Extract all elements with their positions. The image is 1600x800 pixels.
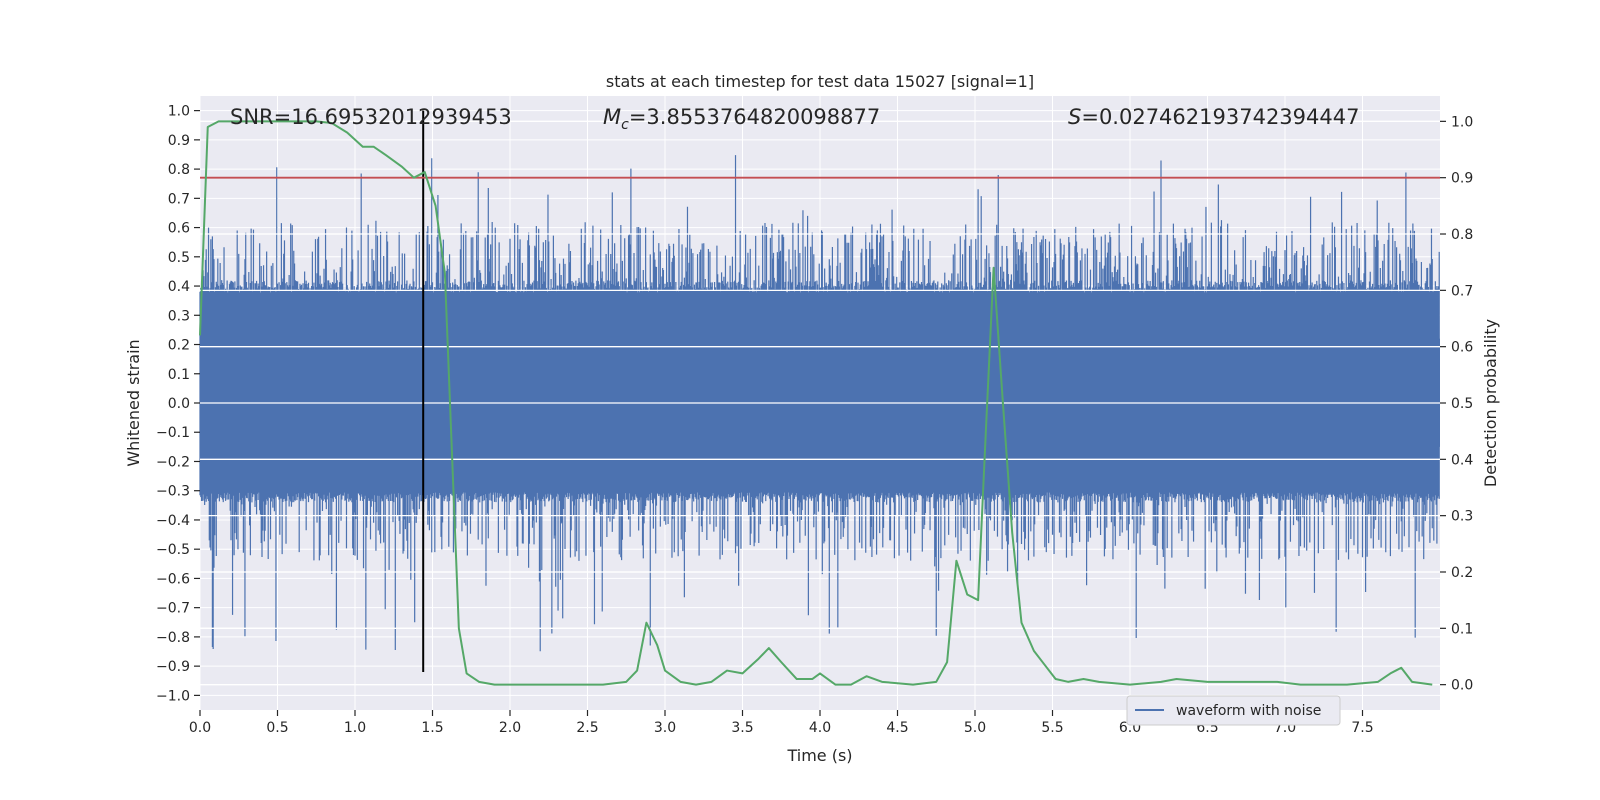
- legend-box: [1126, 695, 1341, 726]
- x-tick-label: 1.0: [344, 720, 366, 736]
- x-tick-label: 5.0: [964, 720, 986, 736]
- x-tick-label: 4.5: [886, 720, 908, 736]
- y-left-tick-label: 0.3: [168, 308, 190, 324]
- y-right-tick-label: 0.5: [1451, 396, 1473, 412]
- overlay-lines: [199, 110, 1440, 686]
- x-tick-label: 5.5: [1041, 720, 1063, 736]
- s-value: =0.027462193742394447: [1081, 105, 1359, 129]
- x-tick-label: 0.0: [189, 720, 211, 736]
- y-right-tick-label: 0.8: [1451, 227, 1473, 243]
- y-left-tick-label: 0.9: [168, 133, 190, 149]
- x-tick-label: 2.5: [576, 720, 598, 736]
- y-right-tick-label: 0.7: [1451, 283, 1473, 299]
- y-right-tick-label: 0.9: [1451, 171, 1473, 187]
- y-axis-left-label: Whitened strain: [124, 339, 143, 466]
- y-right-tick-label: 0.6: [1451, 340, 1473, 356]
- x-axis-label: Time (s): [786, 746, 852, 765]
- y-left-tick-label: −0.9: [156, 659, 190, 675]
- y-left-tick-label: 0.7: [168, 191, 190, 207]
- x-tick-label: 2.0: [499, 720, 521, 736]
- y-right-tick-label: 0.0: [1451, 678, 1473, 694]
- chirp-mass-symbol: M: [603, 105, 621, 129]
- waveform-series: [199, 155, 1440, 652]
- s-symbol: S: [1068, 105, 1081, 129]
- y-right-tick-label: 0.3: [1451, 509, 1473, 525]
- y-left-tick-label: −0.7: [156, 601, 190, 617]
- chirp-mass-annotation: Mc=3.8553764820098877: [603, 105, 880, 133]
- y-left-tick-label: 0.0: [168, 396, 190, 412]
- y-left-tick-label: −1.0: [156, 688, 190, 704]
- legend-label-waveform: waveform with noise: [1176, 703, 1321, 719]
- y-left-tick-label: −0.5: [156, 542, 190, 558]
- x-tick-label: 1.5: [421, 720, 443, 736]
- chirp-mass-value: =3.8553764820098877: [629, 105, 880, 129]
- chart-title: stats at each timestep for test data 150…: [606, 72, 1034, 91]
- snr-annotation: SNR=16.69532012939453: [230, 105, 512, 129]
- s-annotation: S=0.027462193742394447: [1068, 105, 1359, 129]
- y-right-tick-label: 0.4: [1451, 452, 1473, 468]
- x-tick-label: 4.0: [809, 720, 831, 736]
- y-left-tick-label: −0.8: [156, 630, 190, 646]
- axes: 0.0 0.5 1.0 1.5 2.0 2.5 3.0 3.5 4.0 4.5 5.0 5.5 6.0 6…: [156, 104, 1473, 736]
- y-left-tick-label: −0.2: [156, 454, 190, 470]
- chirp-mass-subscript: c: [621, 117, 629, 133]
- y-left-tick-label: 0.2: [168, 338, 190, 354]
- y-right-tick-label: 0.2: [1451, 565, 1473, 581]
- y-left-tick-label: −0.1: [156, 425, 190, 441]
- y-left-tick-label: 0.8: [168, 162, 190, 178]
- legend: waveform with noise: [1126, 695, 1341, 726]
- x-tick-label: 7.5: [1351, 720, 1373, 736]
- y-left-tick-label: −0.3: [156, 484, 190, 500]
- y-axis-right-label: Detection probability: [1481, 319, 1500, 487]
- y-left-tick-label: 0.1: [168, 367, 190, 383]
- waveform-core: [200, 338, 1440, 447]
- y-left-tick-label: 1.0: [168, 104, 190, 120]
- y-left-tick-label: 0.4: [168, 279, 190, 295]
- detection-probability-line: [199, 120, 1433, 686]
- x-tick-label: 3.0: [654, 720, 676, 736]
- y-left-tick-label: 0.5: [168, 250, 190, 266]
- x-tick-label: 3.5: [731, 720, 753, 736]
- y-left-tick-label: −0.4: [156, 513, 190, 529]
- y-left-tick-label: 0.6: [168, 221, 190, 237]
- y-right-tick-label: 1.0: [1451, 114, 1473, 130]
- x-tick-label: 0.5: [266, 720, 288, 736]
- y-right-tick-label: 0.1: [1451, 621, 1473, 637]
- y-left-tick-label: −0.6: [156, 571, 190, 587]
